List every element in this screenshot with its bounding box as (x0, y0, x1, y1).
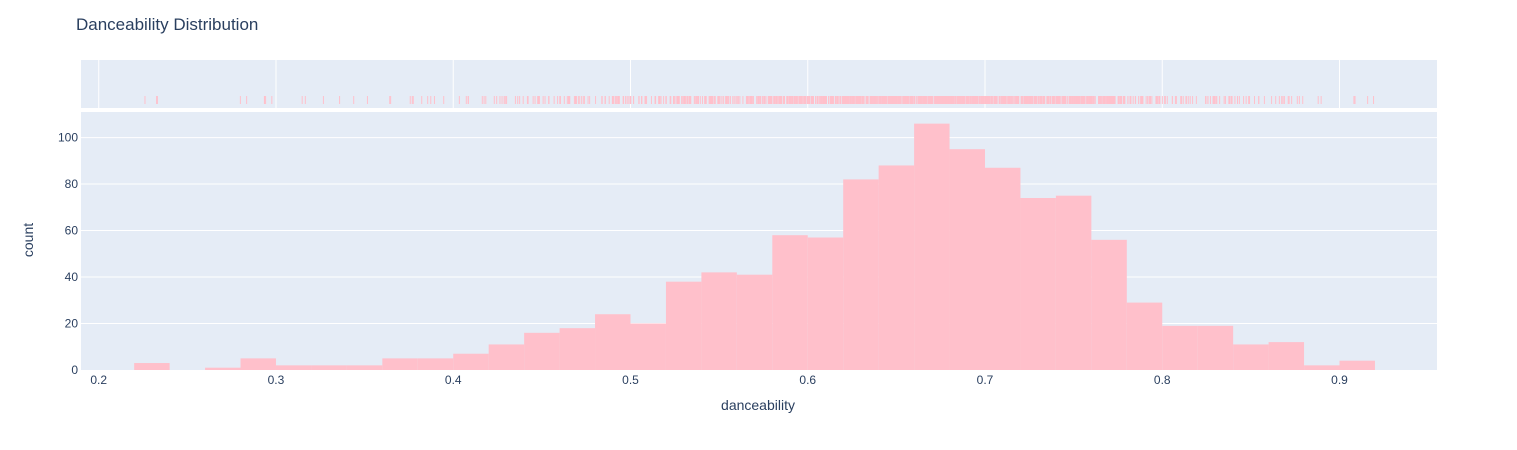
x-tick-label: 0.6 (799, 373, 816, 387)
histogram-bar (630, 323, 666, 370)
histogram-bar (1091, 239, 1127, 370)
histogram-bar (559, 328, 596, 370)
histogram-bar (736, 274, 773, 370)
y-tick-label: 20 (65, 317, 79, 331)
histogram-bar (1055, 195, 1092, 370)
histogram-bar (205, 367, 241, 370)
x-tick-label: 0.8 (1154, 373, 1171, 387)
histogram-bar (311, 365, 347, 370)
histogram-bar (382, 358, 418, 370)
histogram-bar (417, 358, 454, 370)
y-tick-label: 80 (65, 177, 79, 191)
histogram-bar (665, 281, 702, 370)
x-tick-label: 0.3 (268, 373, 285, 387)
y-tick-label: 40 (65, 270, 79, 284)
y-tick-label: 100 (58, 131, 78, 145)
rug-marks (144, 96, 1375, 104)
histogram-bar (1339, 360, 1375, 370)
x-axis-ticks: 0.2 0.3 0.4 0.5 0.6 0.7 0.8 0.9 (90, 373, 1348, 387)
x-tick-label: 0.4 (445, 373, 462, 387)
histogram-bar (240, 358, 276, 370)
histogram-bar (275, 365, 312, 370)
histogram-bar (878, 165, 915, 370)
histogram-bar (985, 167, 1021, 370)
histogram-bar (524, 332, 560, 370)
x-tick-label: 0.2 (90, 373, 107, 387)
histogram-bar (595, 314, 631, 370)
y-tick-label: 0 (71, 363, 78, 377)
histogram-bar (701, 272, 737, 370)
histogram-bar (1304, 365, 1340, 370)
histogram-bar (949, 149, 985, 370)
histogram-bar (134, 363, 170, 370)
histogram-bar (843, 179, 879, 370)
x-tick-label: 0.7 (977, 373, 994, 387)
histogram-bar (1126, 302, 1163, 370)
y-axis-label: count (20, 223, 36, 257)
histogram-bar (1268, 342, 1305, 370)
y-tick-label: 60 (65, 224, 79, 238)
x-tick-label: 0.5 (622, 373, 639, 387)
histogram-bar (488, 344, 525, 370)
histogram-bar (1020, 198, 1056, 370)
histogram-bar (1162, 325, 1198, 370)
histogram-bar (807, 237, 844, 370)
histogram-bar (914, 123, 950, 371)
histogram-bars (134, 123, 1375, 371)
histogram-bar (346, 365, 383, 370)
chart-title: Danceability Distribution (76, 15, 258, 34)
histogram-bar (453, 353, 489, 370)
x-tick-label: 0.9 (1331, 373, 1348, 387)
histogram-bar (1233, 344, 1269, 370)
histogram-bar (1197, 325, 1234, 370)
x-axis-label: danceability (721, 397, 795, 413)
y-axis-ticks: 0 20 40 60 80 100 (58, 131, 78, 377)
histogram-bar (772, 235, 808, 370)
